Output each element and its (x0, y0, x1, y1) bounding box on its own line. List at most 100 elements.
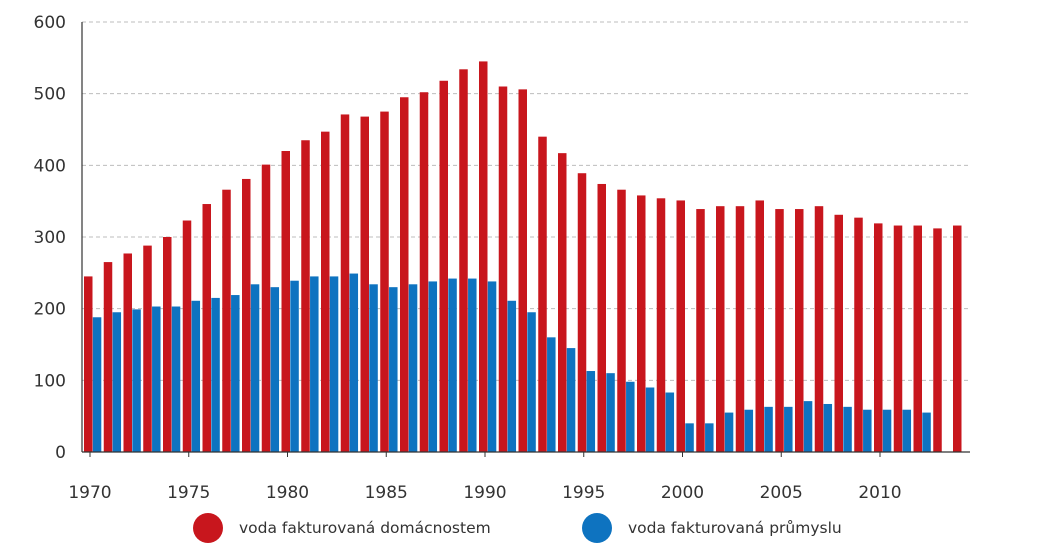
bar-industry-2006 (803, 401, 813, 452)
bar-industry-2003 (744, 409, 754, 452)
bar-industry-1977 (231, 295, 240, 452)
y-tick-label-0: 0 (55, 443, 66, 463)
x-tick-label-1980: 1980 (266, 483, 309, 500)
bar-households-2005 (775, 209, 784, 452)
bar-industry-2001 (705, 423, 714, 452)
bar-households-1984 (360, 116, 369, 452)
bar-industry-2009 (863, 409, 872, 452)
bar-industry-1974 (171, 306, 181, 452)
y-tick-label-100: 100 (34, 371, 66, 391)
bar-households-1992 (518, 89, 527, 452)
x-tick-label-1990: 1990 (463, 483, 506, 500)
bar-industry-2008 (843, 406, 852, 452)
bar-households-1970 (84, 276, 93, 452)
x-tick-label-1970: 1970 (68, 483, 111, 500)
bar-households-1982 (321, 131, 330, 452)
bar-households-1973 (143, 245, 152, 452)
bar-industry-1979 (270, 287, 280, 452)
bar-chart: 0 100 200 300 400 500 600 1970 1975 1980 1985 1990 1… (34, 13, 970, 500)
bar-households-1987 (419, 92, 429, 452)
y-tick-label-200: 200 (34, 300, 66, 320)
bar-households-2003 (735, 206, 745, 452)
bar-households-1995 (577, 173, 587, 452)
bar-industry-1998 (645, 387, 655, 452)
x-tick-label-2005: 2005 (760, 483, 803, 500)
bar-industry-1985 (389, 287, 398, 452)
bar-industry-1991 (507, 300, 517, 452)
bar-households-1972 (123, 253, 132, 452)
bar-households-2011 (893, 225, 903, 452)
bar-industry-1992 (527, 312, 536, 452)
bar-households-1976 (202, 204, 211, 452)
bar-industry-1984 (369, 284, 378, 452)
bar-households-1981 (301, 140, 310, 452)
bar-industry-1970 (92, 317, 102, 452)
bar-households-1974 (163, 237, 172, 452)
bar-households-1994 (558, 153, 567, 452)
bar-industry-1983 (349, 273, 359, 452)
bar-industry-2000 (685, 423, 694, 452)
x-tick-label-1975: 1975 (167, 483, 210, 500)
bar-households-2009 (854, 217, 863, 452)
bar-industry-1982 (329, 276, 339, 452)
bar-households-2006 (795, 209, 804, 452)
bar-industry-1995 (586, 371, 596, 452)
bar-households-1997 (617, 189, 626, 452)
bar-industry-1997 (626, 381, 635, 452)
bar-industry-2011 (902, 409, 912, 452)
bar-households-1999 (656, 198, 666, 452)
x-tick-label-2000: 2000 (661, 483, 704, 500)
bar-industry-1987 (428, 281, 438, 452)
chart-legend: voda fakturovaná domácnostem voda faktur… (0, 510, 1038, 546)
bar-industry-2007 (823, 403, 833, 452)
bar-industry-1989 (468, 278, 477, 452)
bar-industry-1971 (112, 312, 122, 452)
bar-industry-1996 (606, 373, 615, 452)
bar-industry-1988 (448, 278, 457, 452)
bar-households-2007 (814, 206, 824, 452)
bar-households-2008 (834, 214, 843, 452)
bar-households-2000 (676, 200, 685, 452)
bar-industry-1975 (191, 300, 201, 452)
bar-industry-2002 (724, 412, 734, 452)
x-tick-label-1985: 1985 (365, 483, 408, 500)
bar-industry-2004 (764, 406, 773, 452)
bar-households-1978 (242, 178, 251, 452)
x-tick-label-2010: 2010 (858, 483, 901, 500)
legend-label-industry: voda fakturovaná průmyslu (628, 519, 842, 537)
bar-industry-1980 (290, 280, 299, 452)
legend-swatch-households (193, 513, 223, 543)
bar-households-1988 (439, 80, 448, 453)
bar-industry-2012 (922, 412, 931, 452)
bar-households-1989 (459, 69, 468, 453)
bar-industry-1972 (132, 309, 141, 452)
y-tick-label-500: 500 (34, 85, 66, 105)
bar-households-1980 (281, 151, 290, 452)
bar-industry-1981 (310, 276, 319, 452)
bar-households-2010 (874, 223, 883, 452)
bar-industry-2005 (784, 406, 793, 452)
y-tick-label-400: 400 (34, 156, 66, 176)
bar-households-2002 (716, 206, 725, 452)
bar-households-1977 (222, 189, 231, 452)
bar-industry-1986 (408, 284, 418, 452)
bar-industry-1978 (250, 284, 260, 452)
bar-industry-1999 (665, 392, 675, 452)
bar-households-1991 (498, 86, 508, 452)
bar-industry-2010 (882, 409, 892, 452)
y-tick-label-600: 600 (34, 13, 66, 33)
bar-households-2001 (696, 209, 705, 452)
legend-label-households: voda fakturovaná domácnostem (239, 519, 491, 537)
bar-households-1993 (538, 136, 547, 452)
bar-industry-1973 (152, 306, 161, 452)
legend-swatch-industry (582, 513, 612, 543)
legend-item-households: voda fakturovaná domácnostem (193, 510, 491, 546)
legend-item-industry: voda fakturovaná průmyslu (582, 510, 842, 546)
y-tick-label-300: 300 (34, 228, 66, 248)
bar-households-1979 (261, 164, 271, 452)
bar-households-1971 (103, 262, 113, 452)
bar-industry-1990 (487, 281, 497, 452)
bar-industry-1976 (211, 297, 220, 452)
bar-households-1986 (400, 97, 409, 452)
bar-households-2013 (933, 228, 942, 452)
